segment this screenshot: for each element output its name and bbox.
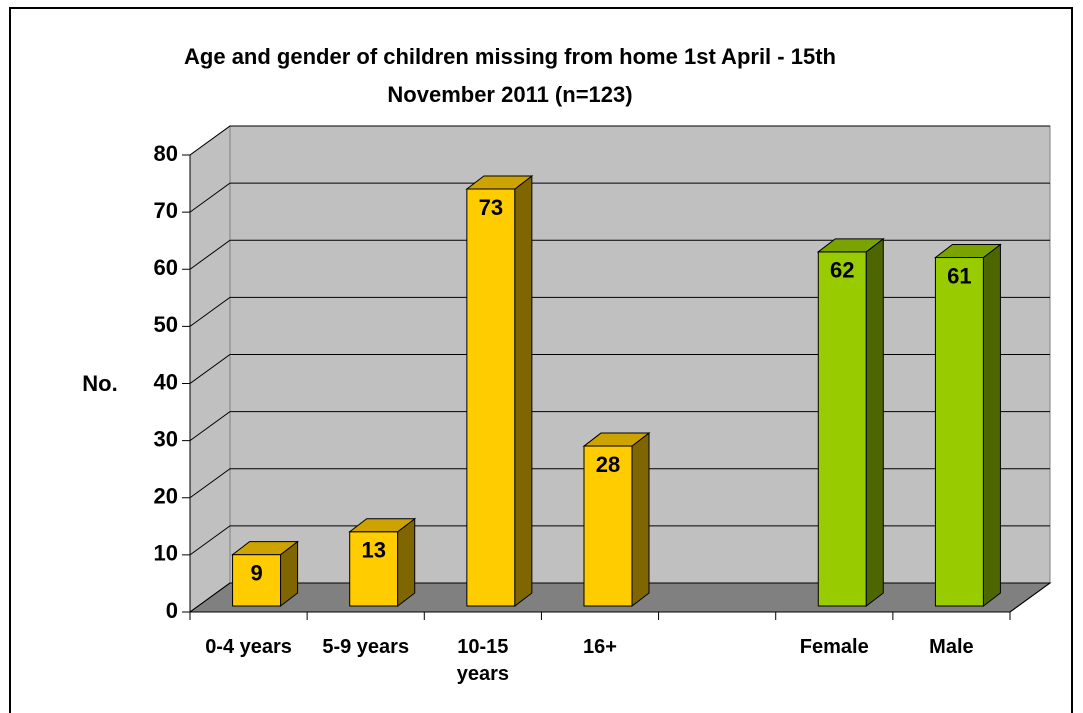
data-label: 62 [830, 258, 854, 283]
frame [9, 7, 1073, 713]
x-tick-label: 5-9 years [322, 636, 410, 658]
y-tick-label: 50 [154, 312, 178, 337]
y-tick-label: 0 [166, 598, 178, 623]
x-tick-label: 16+ [583, 636, 617, 658]
chart-title: Age and gender of children missing from … [184, 44, 836, 107]
bar-side [865, 237, 884, 608]
bar-top [231, 541, 300, 556]
y-tick-label: 40 [154, 369, 178, 394]
y-tick-label: 20 [154, 484, 178, 509]
bar-side [514, 174, 533, 608]
y-axis-label: No. [82, 371, 117, 396]
y-tick-label: 70 [154, 198, 178, 223]
grid-line [189, 296, 1050, 327]
x-tick-label: 10-15 years [456, 636, 509, 685]
grid-line [189, 182, 1050, 213]
data-label: 9 [250, 560, 262, 585]
grid-line [189, 411, 1050, 442]
grid-line [189, 468, 1050, 499]
x-tick-label: 0-4 years [205, 636, 292, 658]
grid-line [189, 582, 1050, 613]
x-tick-label: Male [929, 636, 974, 658]
grid-line [189, 525, 1050, 556]
x-axis-depth [1009, 582, 1051, 613]
data-label: 13 [361, 538, 385, 563]
y-tick-label: 10 [154, 541, 178, 566]
y-tick-label: 80 [154, 141, 178, 166]
data-label: 61 [947, 263, 971, 288]
grid-line [189, 354, 1050, 384]
bar-side [982, 243, 1001, 608]
data-label: 73 [479, 195, 503, 220]
y-tick-label: 60 [154, 255, 178, 280]
bar-side [397, 517, 416, 608]
bar-top [816, 238, 885, 253]
x-tick-label: Female [799, 636, 869, 658]
bar-side [631, 432, 650, 608]
grid-line [189, 239, 1050, 270]
bar [466, 188, 516, 607]
bar-top [348, 518, 417, 533]
bar [583, 445, 633, 607]
data-label: 28 [596, 452, 620, 477]
bar-top [933, 244, 1002, 259]
y-tick-label: 30 [154, 426, 178, 451]
bar [349, 531, 399, 607]
bar-top [465, 175, 534, 190]
bar [817, 251, 867, 607]
bar [934, 257, 984, 607]
bar-top [582, 432, 651, 447]
grid-line [189, 125, 1050, 156]
